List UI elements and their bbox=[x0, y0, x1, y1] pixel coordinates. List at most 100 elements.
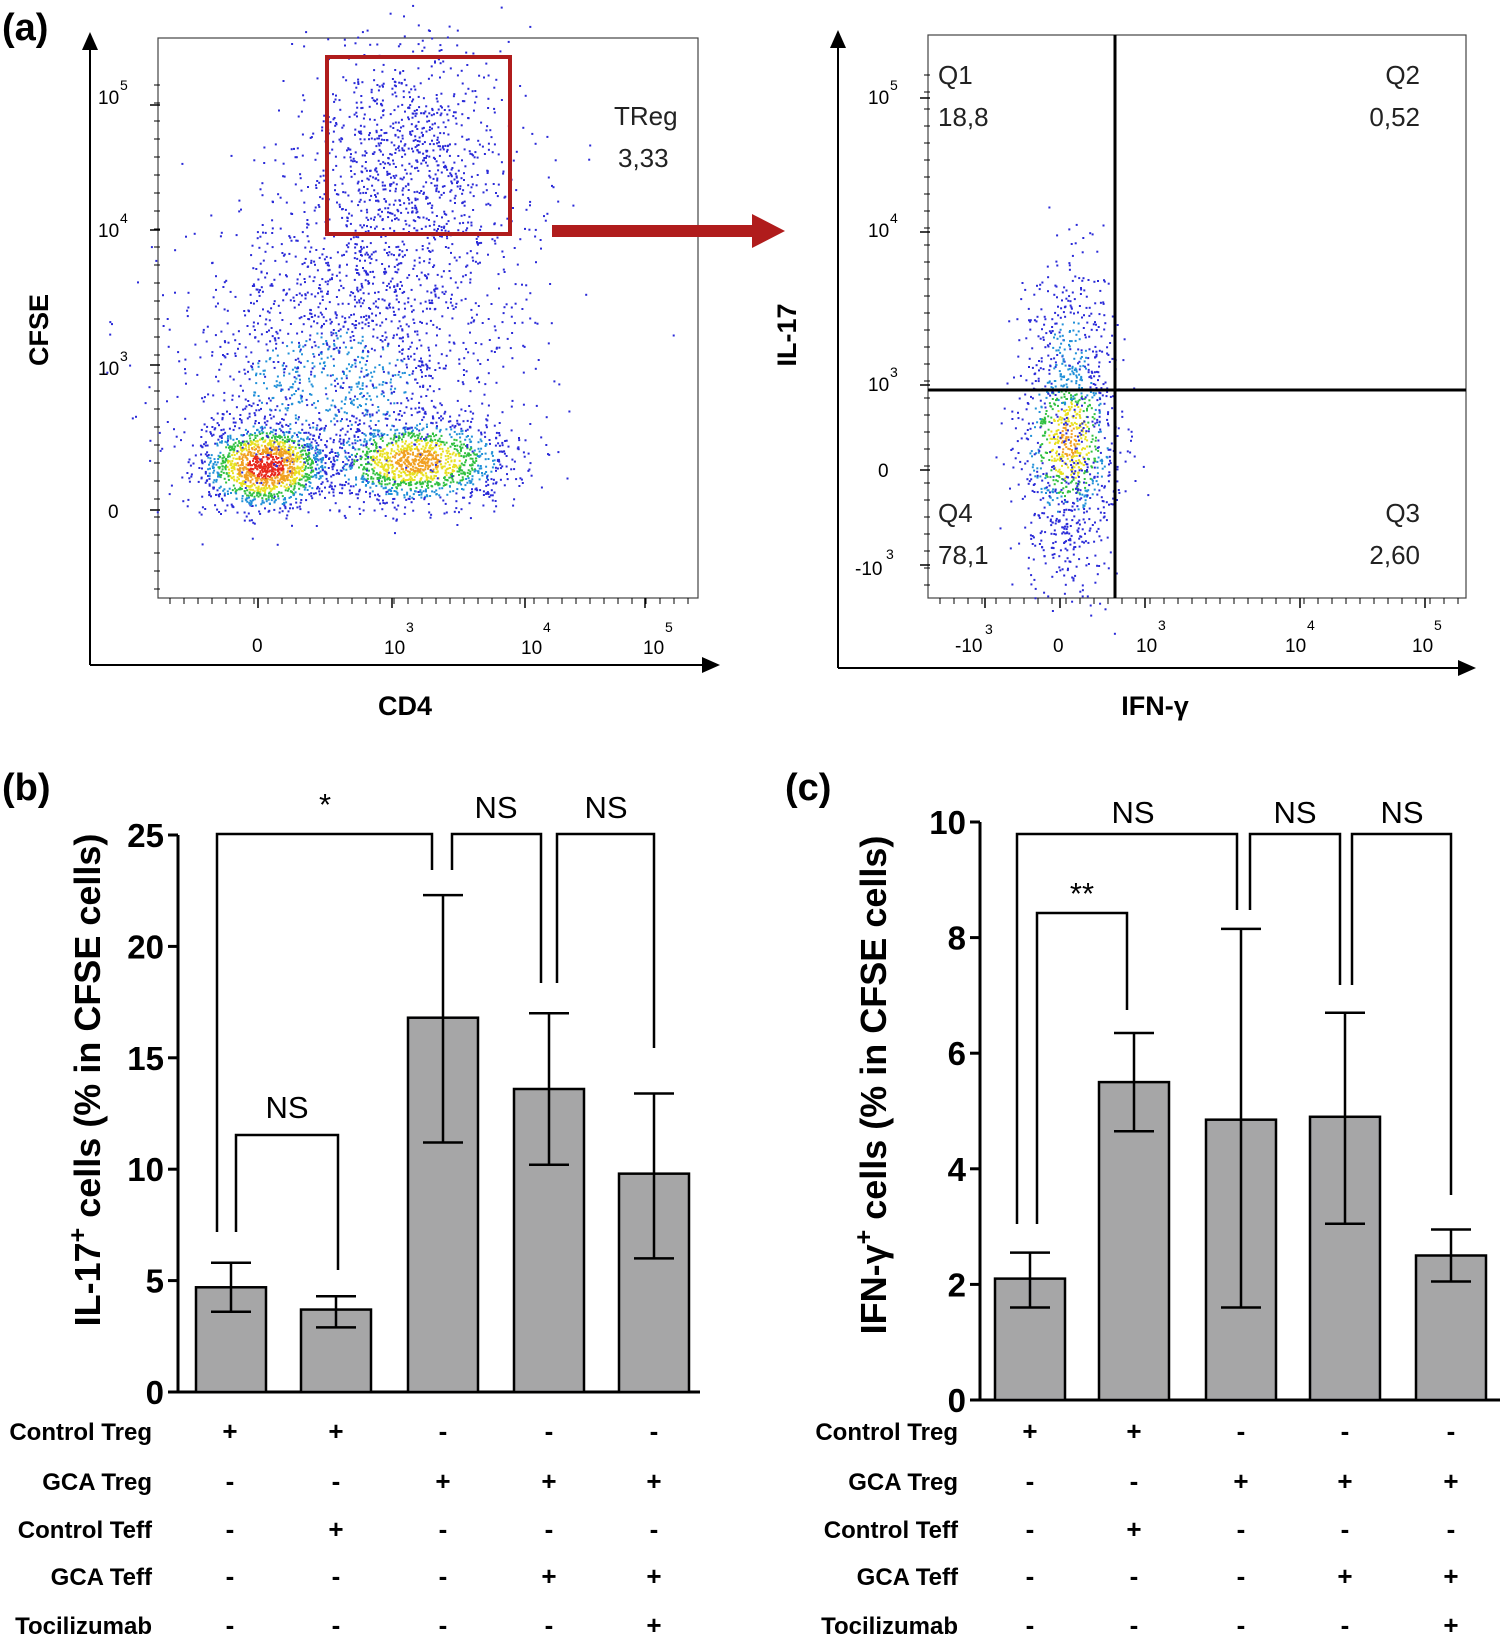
condition-sign: - bbox=[439, 1416, 448, 1446]
condition-sign: + bbox=[1443, 1466, 1458, 1496]
x-tick-label: 0 bbox=[252, 636, 263, 657]
condition-sign: - bbox=[1237, 1416, 1246, 1446]
x-tick-label: -10 3 bbox=[955, 621, 993, 657]
x-tick-label: 10 3 bbox=[384, 619, 414, 659]
condition-sign: + bbox=[646, 1610, 661, 1640]
condition-sign: + bbox=[1443, 1561, 1458, 1591]
x-axis-title: IFN-γ bbox=[1121, 691, 1189, 721]
condition-sign: - bbox=[226, 1514, 235, 1544]
significance-label: * bbox=[319, 787, 331, 822]
condition-label: Control Treg bbox=[815, 1419, 958, 1446]
condition-sign: - bbox=[1026, 1561, 1035, 1591]
condition-sign: - bbox=[1237, 1610, 1246, 1640]
significance-bracket bbox=[1035, 911, 1129, 1224]
tick-marks bbox=[150, 84, 689, 608]
condition-sign: + bbox=[541, 1466, 556, 1496]
density-dots bbox=[995, 206, 1150, 635]
y-tick-label: 4 bbox=[948, 1151, 967, 1188]
y-tick-label: 10 4 bbox=[98, 210, 128, 242]
condition-label: GCA Teff bbox=[857, 1564, 959, 1591]
quadrant-q4-value: 78,1 bbox=[938, 540, 989, 570]
y-tick-label: 5 bbox=[146, 1263, 164, 1300]
condition-sign: - bbox=[1237, 1514, 1246, 1544]
condition-sign: - bbox=[439, 1561, 448, 1591]
condition-sign: - bbox=[439, 1514, 448, 1544]
condition-sign: - bbox=[332, 1561, 341, 1591]
quadrant-q1-value: 18,8 bbox=[938, 102, 989, 132]
condition-sign: + bbox=[541, 1561, 556, 1591]
y-axis-title: IL-17 bbox=[772, 303, 802, 366]
condition-sign: + bbox=[1443, 1610, 1458, 1640]
y-tick-label: 10 3 bbox=[868, 364, 898, 396]
condition-sign: - bbox=[1026, 1514, 1035, 1544]
y-tick-label: 0 bbox=[948, 1382, 966, 1419]
condition-sign: - bbox=[1026, 1466, 1035, 1496]
quadrant-q3-name: Q3 bbox=[1385, 498, 1420, 528]
y-tick-label: 0 bbox=[108, 502, 119, 523]
x-tick-label: 10 4 bbox=[521, 619, 551, 659]
condition-sign: - bbox=[439, 1610, 448, 1640]
condition-sign: - bbox=[1447, 1514, 1456, 1544]
condition-sign: - bbox=[1130, 1466, 1139, 1496]
condition-sign: + bbox=[328, 1514, 343, 1544]
condition-sign: - bbox=[1341, 1416, 1350, 1446]
panel-label-a: (a) bbox=[2, 7, 48, 49]
condition-sign: + bbox=[1233, 1466, 1248, 1496]
condition-sign: + bbox=[646, 1561, 661, 1591]
condition-sign: - bbox=[545, 1610, 554, 1640]
significance-bracket bbox=[1015, 832, 1239, 1224]
condition-sign: + bbox=[1337, 1466, 1352, 1496]
panel-label-c: (c) bbox=[785, 767, 831, 809]
condition-sign: + bbox=[1337, 1561, 1352, 1591]
density-dots bbox=[106, 4, 675, 546]
condition-sign: - bbox=[226, 1610, 235, 1640]
quadrant-q1-name: Q1 bbox=[938, 60, 973, 90]
condition-label: GCA Teff bbox=[51, 1564, 153, 1591]
tick-marks bbox=[920, 74, 1459, 608]
x-axis-title: CD4 bbox=[378, 691, 432, 721]
x-tick-label: 10 4 bbox=[1285, 617, 1315, 657]
condition-sign: - bbox=[226, 1466, 235, 1496]
quadrant-q4-name: Q4 bbox=[938, 498, 973, 528]
condition-sign: - bbox=[1447, 1416, 1456, 1446]
condition-sign: - bbox=[545, 1514, 554, 1544]
plot-frame bbox=[157, 37, 699, 599]
significance-bracket bbox=[555, 832, 656, 1048]
flow-plot-ifng-il17: -10 3 0 10 3 10 4 10 5 -10 3 0 10 3 bbox=[772, 30, 1476, 721]
condition-sign: + bbox=[222, 1416, 237, 1446]
y-tick-label: 20 bbox=[127, 928, 164, 965]
condition-label: GCA Treg bbox=[848, 1469, 958, 1496]
y-tick-label: 10 bbox=[127, 1151, 164, 1188]
panel-label-b: (b) bbox=[2, 767, 51, 809]
condition-sign: - bbox=[1341, 1610, 1350, 1640]
bar bbox=[1097, 1080, 1171, 1402]
significance-label: NS bbox=[1380, 795, 1423, 830]
y-axis-title: CFSE bbox=[24, 294, 54, 366]
flow-plot-cd4-cfse: 0 10 3 10 4 10 5 0 10 3 10 4 10 5 CD4 bbox=[24, 4, 785, 721]
condition-label: Control Teff bbox=[18, 1517, 153, 1544]
y-axis-title: IL-17+ cells (% in CFSE cells) bbox=[64, 834, 108, 1327]
condition-sign: + bbox=[646, 1466, 661, 1496]
condition-table-c: Control Treg + + - - - GCA Treg - - + + + Control Te… bbox=[815, 1416, 1458, 1640]
plot-frame bbox=[927, 34, 1467, 599]
condition-sign: - bbox=[1341, 1514, 1350, 1544]
condition-label: Tocilizumab bbox=[821, 1613, 958, 1640]
condition-sign: - bbox=[1026, 1610, 1035, 1640]
treg-gate bbox=[325, 55, 512, 236]
condition-sign: + bbox=[1126, 1514, 1141, 1544]
condition-sign: - bbox=[332, 1466, 341, 1496]
condition-sign: + bbox=[1022, 1416, 1037, 1446]
significance-bracket bbox=[450, 832, 543, 983]
condition-sign: - bbox=[1130, 1561, 1139, 1591]
quadrant-q2-value: 0,52 bbox=[1369, 102, 1420, 132]
y-tick-label: 10 4 bbox=[868, 210, 898, 242]
x-tick-label: 10 5 bbox=[643, 619, 673, 659]
significance-bracket bbox=[234, 1133, 340, 1270]
y-tick-label: 0 bbox=[878, 461, 889, 482]
condition-label: Control Teff bbox=[824, 1517, 959, 1544]
x-tick-label: 10 5 bbox=[1412, 617, 1442, 657]
significance-bracket bbox=[1248, 832, 1342, 985]
condition-sign: + bbox=[435, 1466, 450, 1496]
condition-sign: - bbox=[332, 1610, 341, 1640]
significance-bracket bbox=[215, 832, 434, 1232]
